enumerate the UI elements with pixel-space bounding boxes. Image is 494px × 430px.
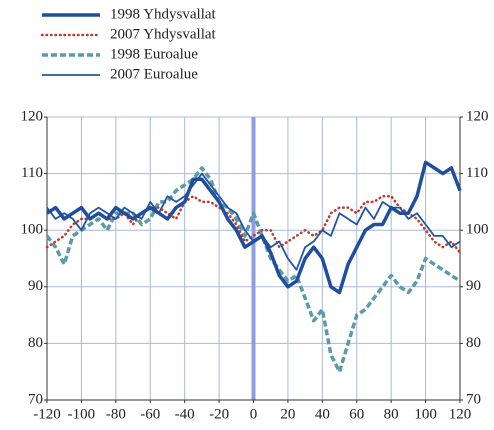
y2-tick-label: 70 — [466, 391, 481, 407]
x-tick-label: -40 — [175, 406, 195, 422]
x-tick-label: -120 — [33, 406, 61, 422]
x-tick-label: 100 — [414, 406, 437, 422]
y-tick-label: 100 — [21, 222, 44, 238]
x-tick-label: 120 — [449, 406, 472, 422]
legend-label: 2007 Euroalue — [110, 66, 198, 82]
x-tick-label: -20 — [209, 406, 229, 422]
series-line — [45, 166, 461, 374]
y2-tick-label: 120 — [466, 108, 489, 124]
y-tick-label: 110 — [21, 165, 43, 181]
series-line — [45, 194, 462, 255]
y-tick-label: 80 — [28, 335, 43, 351]
y2-tick-label: 80 — [466, 335, 481, 351]
x-tick-label: 0 — [250, 406, 258, 422]
legend-label: 1998 Euroalue — [110, 46, 198, 62]
legend-label: 1998 Yhdysvallat — [110, 6, 217, 22]
y-tick-label: 90 — [28, 278, 43, 294]
y-tick-label: 120 — [21, 108, 44, 124]
x-tick-label: -100 — [68, 406, 96, 422]
x-tick-label: 80 — [384, 406, 399, 422]
x-tick-label: 40 — [315, 406, 330, 422]
y2-tick-label: 90 — [466, 278, 481, 294]
x-tick-label: -80 — [106, 406, 126, 422]
y-tick-label: 70 — [28, 391, 43, 407]
x-tick-label: 20 — [280, 406, 295, 422]
x-tick-label: 60 — [349, 406, 364, 422]
y2-tick-label: 100 — [466, 222, 489, 238]
series-line — [46, 160, 462, 295]
x-tick-label: -60 — [140, 406, 160, 422]
legend-label: 2007 Yhdysvallat — [110, 26, 217, 42]
y2-tick-label: 110 — [466, 165, 488, 181]
